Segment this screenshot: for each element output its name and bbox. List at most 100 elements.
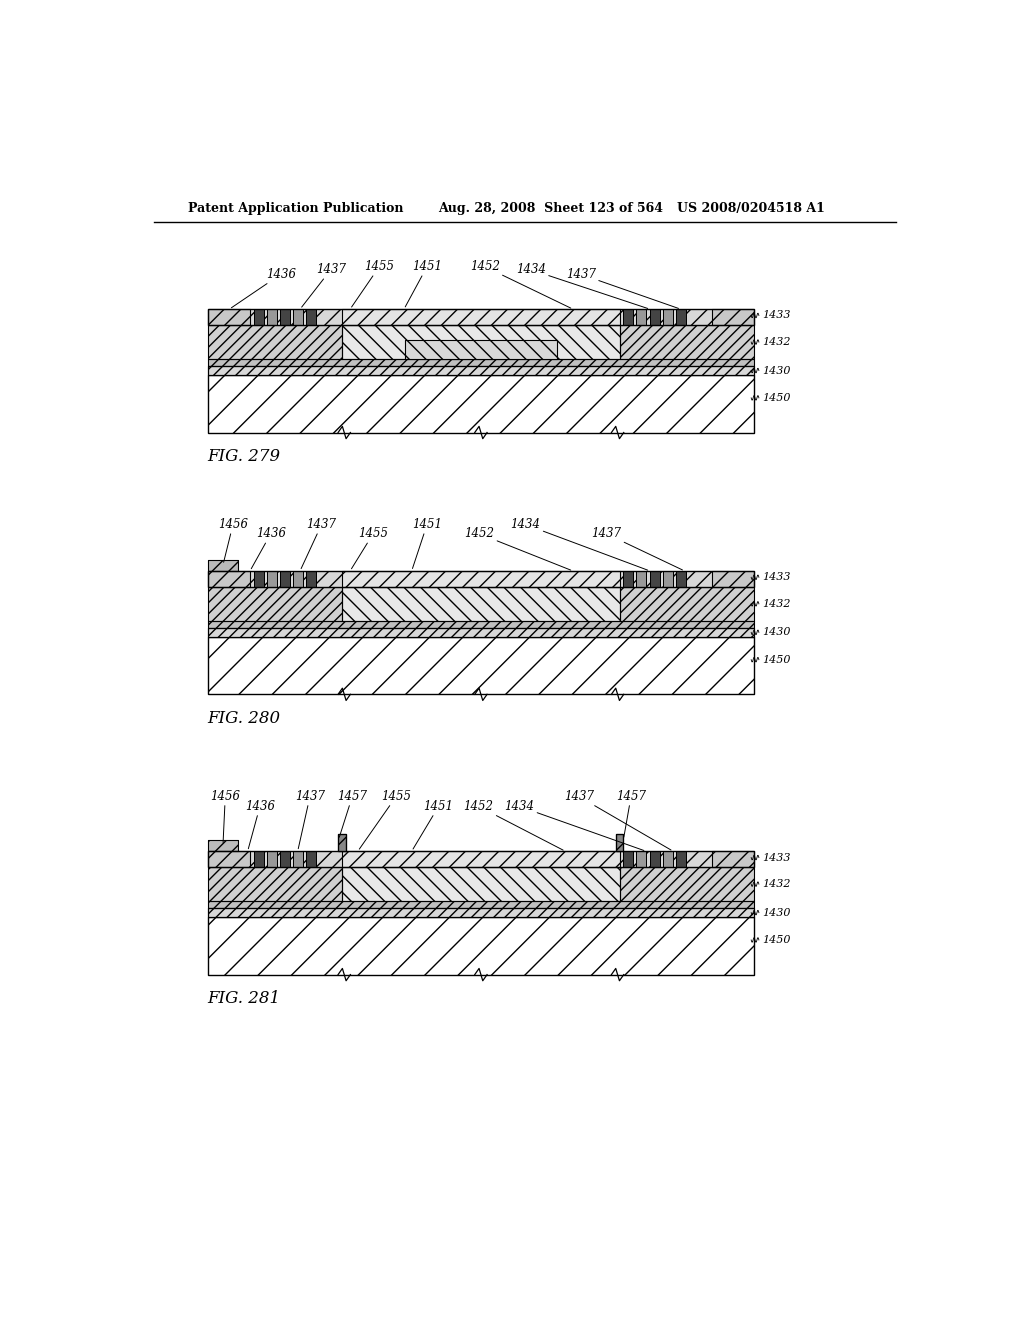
Bar — [663, 851, 673, 867]
Bar — [663, 572, 673, 586]
Bar — [624, 309, 634, 325]
Bar — [280, 309, 290, 325]
Bar — [267, 309, 276, 325]
Bar — [208, 572, 250, 586]
Text: 1450: 1450 — [762, 655, 791, 665]
Bar — [254, 309, 264, 325]
Bar — [208, 851, 250, 867]
Bar — [208, 917, 755, 974]
Text: 1437: 1437 — [563, 789, 671, 850]
Bar — [208, 867, 342, 902]
Bar — [280, 851, 290, 867]
Bar — [267, 851, 276, 867]
Bar — [404, 341, 557, 359]
Bar — [250, 572, 342, 586]
Bar — [342, 867, 620, 902]
Bar — [663, 309, 673, 325]
Bar — [339, 834, 346, 851]
Bar — [280, 572, 290, 586]
Text: 1457: 1457 — [337, 789, 368, 837]
Bar — [293, 572, 303, 586]
Bar — [254, 309, 264, 325]
Bar — [306, 309, 316, 325]
Bar — [208, 375, 755, 433]
Bar — [676, 572, 686, 586]
Bar — [306, 851, 316, 867]
Bar — [624, 572, 634, 586]
Bar — [637, 309, 646, 325]
Text: 1437: 1437 — [295, 789, 325, 849]
Bar — [712, 309, 755, 325]
Bar — [649, 851, 659, 867]
Bar — [624, 572, 634, 586]
Bar — [649, 309, 659, 325]
Bar — [267, 572, 276, 586]
Bar — [342, 572, 620, 586]
Bar — [293, 851, 303, 867]
Bar — [293, 309, 303, 325]
Bar — [306, 851, 316, 867]
Bar — [208, 309, 755, 325]
Bar — [267, 309, 276, 325]
Text: 1432: 1432 — [762, 337, 791, 347]
Bar — [208, 636, 755, 694]
Bar — [267, 572, 276, 586]
Bar — [208, 628, 755, 636]
Bar — [254, 309, 264, 325]
Bar — [293, 572, 303, 586]
Bar — [637, 572, 646, 586]
Bar — [624, 851, 634, 867]
Text: 1436: 1436 — [231, 268, 296, 308]
Bar — [254, 572, 264, 586]
Bar — [208, 367, 755, 375]
Text: 1436: 1436 — [245, 800, 274, 849]
Bar — [267, 851, 276, 867]
Bar — [339, 834, 346, 851]
Bar — [676, 309, 686, 325]
Bar — [208, 867, 342, 902]
Bar — [306, 572, 316, 586]
Bar — [208, 902, 755, 908]
Bar — [676, 309, 686, 325]
Text: 1437: 1437 — [302, 263, 346, 308]
Bar — [280, 851, 290, 867]
Bar — [208, 622, 755, 628]
Bar — [293, 309, 303, 325]
Text: 1452: 1452 — [470, 260, 570, 308]
Bar — [280, 309, 290, 325]
Text: 1432: 1432 — [762, 879, 791, 890]
Bar — [306, 851, 316, 867]
Bar — [306, 572, 316, 586]
Bar — [637, 851, 646, 867]
Bar — [280, 309, 290, 325]
Bar — [620, 867, 755, 902]
Text: 1437: 1437 — [566, 268, 679, 309]
Bar — [250, 309, 342, 325]
Bar — [208, 359, 755, 367]
Bar — [267, 572, 276, 586]
Text: 1432: 1432 — [762, 599, 791, 609]
Bar — [208, 586, 342, 622]
Bar — [306, 309, 316, 325]
Bar — [293, 851, 303, 867]
Bar — [267, 309, 276, 325]
Bar — [208, 586, 342, 622]
Bar — [637, 572, 646, 586]
Text: 1457: 1457 — [616, 789, 646, 837]
Bar — [208, 572, 250, 586]
Bar — [293, 572, 303, 586]
Bar — [208, 908, 755, 917]
Bar — [208, 325, 342, 359]
Bar — [342, 851, 620, 867]
Text: 1452: 1452 — [464, 527, 570, 570]
Bar — [208, 367, 755, 375]
Bar — [620, 867, 755, 902]
Bar — [267, 572, 276, 586]
Text: Aug. 28, 2008  Sheet 123 of 564: Aug. 28, 2008 Sheet 123 of 564 — [438, 202, 664, 215]
Text: 1455: 1455 — [351, 260, 394, 308]
Text: 1456: 1456 — [210, 789, 241, 842]
Bar — [254, 851, 264, 867]
Text: Patent Application Publication: Patent Application Publication — [188, 202, 403, 215]
Bar — [342, 867, 620, 902]
Bar — [620, 325, 755, 359]
